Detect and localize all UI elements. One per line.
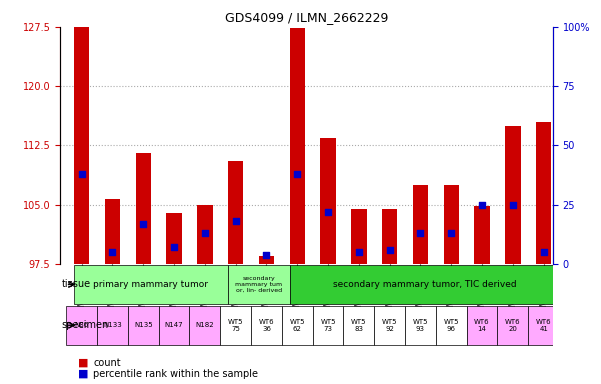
- Point: [108, 249, 117, 255]
- Bar: [474, 205, 490, 264]
- Point: [138, 221, 148, 227]
- Bar: [351, 209, 367, 264]
- Text: WT5
83: WT5 83: [351, 319, 367, 332]
- FancyBboxPatch shape: [228, 265, 290, 304]
- Point: [354, 249, 364, 255]
- Text: WT5
62: WT5 62: [290, 319, 305, 332]
- Point: [169, 244, 179, 250]
- Point: [508, 202, 517, 208]
- Bar: [444, 185, 459, 264]
- Text: specimen: specimen: [62, 320, 109, 330]
- Bar: [382, 209, 397, 264]
- Text: N135: N135: [134, 322, 153, 328]
- FancyBboxPatch shape: [498, 306, 528, 345]
- Bar: [505, 126, 520, 264]
- FancyBboxPatch shape: [405, 306, 436, 345]
- Bar: [197, 205, 213, 264]
- FancyBboxPatch shape: [221, 306, 251, 345]
- Text: secondary
mammary tum
or, lin- derived: secondary mammary tum or, lin- derived: [235, 276, 282, 293]
- FancyBboxPatch shape: [344, 306, 374, 345]
- Text: WT5
93: WT5 93: [413, 319, 429, 332]
- FancyBboxPatch shape: [128, 306, 159, 345]
- FancyBboxPatch shape: [251, 306, 282, 345]
- FancyBboxPatch shape: [374, 306, 405, 345]
- Text: N182: N182: [195, 322, 214, 328]
- Text: WT6
20: WT6 20: [505, 319, 520, 332]
- FancyBboxPatch shape: [66, 306, 97, 345]
- Point: [261, 252, 271, 258]
- FancyBboxPatch shape: [528, 306, 559, 345]
- Point: [539, 249, 549, 255]
- Bar: [166, 213, 182, 264]
- Bar: [228, 161, 243, 264]
- Text: tissue: tissue: [62, 280, 91, 290]
- FancyBboxPatch shape: [97, 306, 128, 345]
- Point: [293, 171, 302, 177]
- Title: GDS4099 / ILMN_2662229: GDS4099 / ILMN_2662229: [225, 11, 388, 24]
- Text: WT5
75: WT5 75: [228, 319, 243, 332]
- Text: ■: ■: [78, 358, 88, 367]
- Bar: [74, 27, 90, 264]
- Point: [416, 230, 426, 236]
- Point: [77, 171, 87, 177]
- Text: secondary mammary tumor, TIC derived: secondary mammary tumor, TIC derived: [332, 280, 516, 289]
- Point: [477, 202, 487, 208]
- Bar: [290, 28, 305, 264]
- Bar: [320, 137, 336, 264]
- Bar: [536, 122, 551, 264]
- Text: WT5
73: WT5 73: [320, 319, 336, 332]
- Text: WT6
41: WT6 41: [536, 319, 552, 332]
- Bar: [413, 185, 428, 264]
- Bar: [259, 256, 274, 264]
- Text: ■: ■: [78, 369, 88, 379]
- Text: WT6
14: WT6 14: [474, 319, 490, 332]
- Text: N133: N133: [103, 322, 122, 328]
- Text: primary mammary tumor: primary mammary tumor: [94, 280, 209, 289]
- FancyBboxPatch shape: [74, 265, 228, 304]
- Text: WT5
92: WT5 92: [382, 319, 397, 332]
- Text: count: count: [93, 358, 121, 367]
- Point: [385, 247, 394, 253]
- FancyBboxPatch shape: [436, 306, 467, 345]
- Bar: [136, 153, 151, 264]
- Point: [231, 218, 240, 224]
- Text: N147: N147: [165, 322, 183, 328]
- FancyBboxPatch shape: [189, 306, 221, 345]
- Point: [447, 230, 456, 236]
- Text: WT5
96: WT5 96: [444, 319, 459, 332]
- FancyBboxPatch shape: [159, 306, 189, 345]
- Point: [323, 209, 333, 215]
- FancyBboxPatch shape: [290, 265, 559, 304]
- Point: [200, 230, 210, 236]
- Text: percentile rank within the sample: percentile rank within the sample: [93, 369, 258, 379]
- FancyBboxPatch shape: [467, 306, 498, 345]
- Text: WT6
36: WT6 36: [258, 319, 274, 332]
- FancyBboxPatch shape: [313, 306, 344, 345]
- Bar: [105, 199, 120, 264]
- Text: N86: N86: [75, 322, 89, 328]
- FancyBboxPatch shape: [282, 306, 313, 345]
